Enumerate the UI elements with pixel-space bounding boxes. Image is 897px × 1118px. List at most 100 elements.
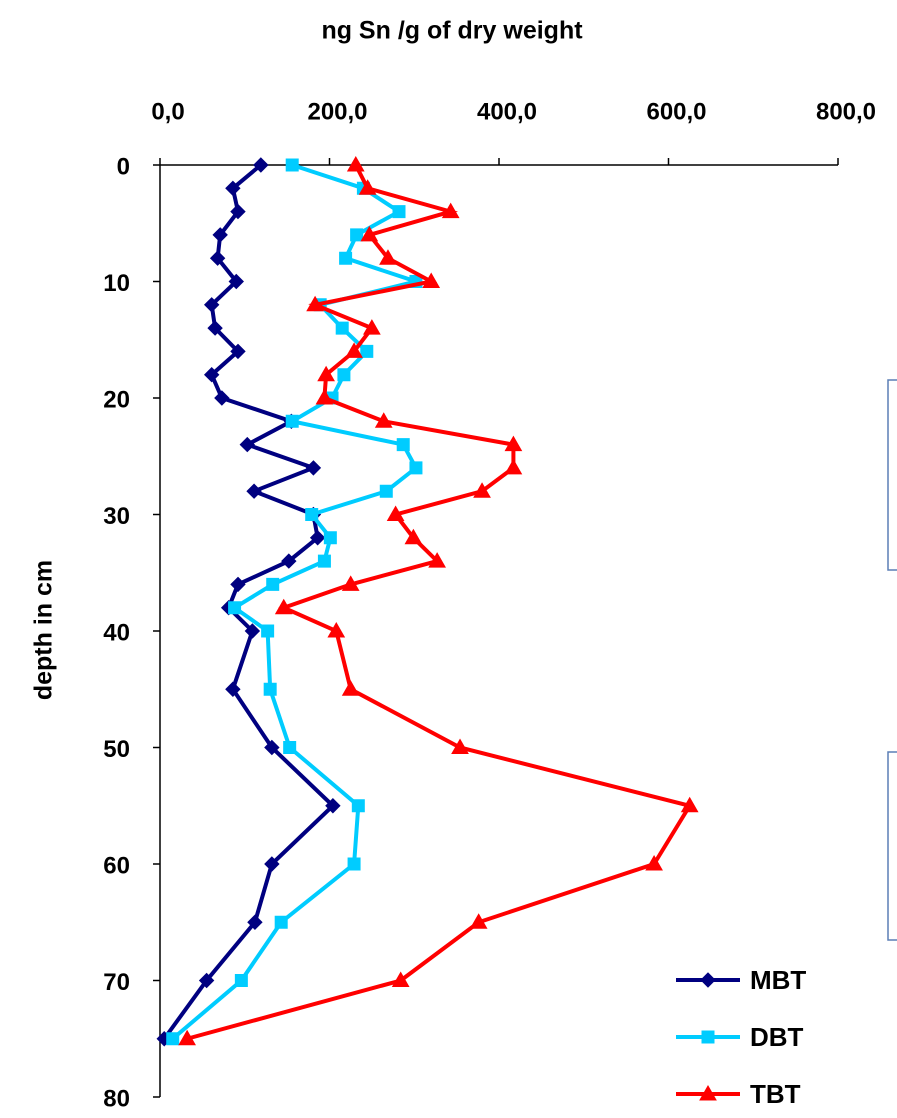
marker — [360, 344, 374, 358]
marker — [396, 438, 410, 452]
marker — [207, 320, 223, 336]
marker — [225, 681, 241, 697]
marker — [261, 624, 275, 638]
marker — [700, 972, 716, 988]
y-tick-label: 70 — [103, 969, 130, 996]
marker — [203, 297, 220, 313]
marker — [264, 856, 280, 872]
marker — [701, 1030, 715, 1044]
x-tick-label: 0,0 — [151, 98, 184, 125]
marker — [214, 390, 230, 406]
y-tick-label: 20 — [103, 386, 130, 413]
text-box — [887, 379, 897, 571]
text-box — [887, 751, 897, 941]
marker — [230, 576, 246, 593]
marker — [428, 552, 446, 568]
marker — [363, 319, 381, 335]
legend-label: DBT — [750, 1022, 804, 1052]
marker — [264, 739, 280, 756]
marker — [374, 412, 393, 428]
legend-label: TBT — [750, 1079, 801, 1109]
marker — [360, 225, 379, 242]
marker — [230, 343, 246, 360]
marker — [351, 799, 365, 813]
marker — [350, 228, 364, 242]
marker — [645, 854, 663, 871]
marker — [341, 680, 360, 696]
marker — [225, 180, 241, 197]
marker — [305, 460, 322, 476]
marker — [246, 483, 262, 499]
marker — [379, 484, 393, 498]
marker — [263, 682, 277, 696]
marker — [234, 974, 248, 987]
marker — [305, 508, 319, 521]
marker — [341, 575, 360, 591]
marker — [166, 1032, 180, 1046]
chart-title: ng Sn /g of dry weight — [321, 17, 583, 45]
marker — [325, 798, 341, 814]
x-tick-label: 400,0 — [477, 98, 537, 125]
marker — [392, 205, 406, 219]
spacer — [888, 690, 897, 752]
marker — [323, 531, 337, 545]
marker — [347, 857, 361, 871]
marker — [337, 368, 351, 382]
marker — [285, 414, 299, 428]
series-line — [186, 164, 693, 1041]
marker — [699, 1084, 717, 1101]
marker — [266, 577, 280, 591]
marker — [409, 461, 423, 475]
marker — [228, 273, 244, 290]
series-line — [162, 163, 336, 1040]
marker — [230, 203, 246, 220]
marker — [253, 157, 269, 173]
marker — [281, 553, 297, 569]
marker — [228, 601, 242, 615]
marker — [178, 1029, 196, 1046]
marker — [283, 741, 297, 754]
marker — [317, 365, 335, 382]
y-tick-label: 80 — [103, 1085, 130, 1112]
y-axis-label: depth in cm — [30, 560, 58, 700]
y-tick-label: 50 — [103, 736, 130, 763]
marker — [386, 505, 405, 521]
marker — [339, 251, 353, 265]
marker — [345, 342, 363, 358]
marker — [451, 738, 469, 754]
x-tick-label: 600,0 — [646, 98, 706, 125]
marker — [285, 158, 299, 172]
y-tick-label: 40 — [103, 619, 130, 646]
marker — [317, 554, 331, 568]
marker — [209, 250, 226, 266]
marker — [504, 435, 523, 452]
marker — [244, 623, 261, 639]
marker — [441, 202, 460, 219]
marker — [346, 155, 365, 172]
marker — [404, 528, 423, 545]
marker — [327, 621, 346, 638]
marker — [469, 913, 488, 929]
marker — [198, 972, 215, 989]
marker — [315, 388, 334, 405]
marker — [504, 458, 523, 475]
marker — [391, 971, 410, 987]
marker — [239, 436, 255, 453]
y-tick-label: 10 — [103, 270, 130, 297]
marker — [379, 249, 397, 265]
x-tick-label: 800,0 — [816, 98, 876, 125]
marker — [203, 366, 220, 383]
y-tick-label: 0 — [117, 153, 130, 180]
marker — [212, 227, 228, 243]
y-tick-label: 60 — [103, 852, 130, 879]
marker — [680, 796, 699, 813]
marker — [306, 295, 324, 312]
legend-label: MBT — [750, 965, 806, 995]
x-tick-label: 200,0 — [307, 98, 367, 125]
marker — [473, 482, 491, 498]
series-line — [171, 163, 424, 1041]
y-tick-label: 30 — [103, 503, 130, 530]
marker — [335, 321, 349, 335]
marker — [274, 598, 293, 615]
